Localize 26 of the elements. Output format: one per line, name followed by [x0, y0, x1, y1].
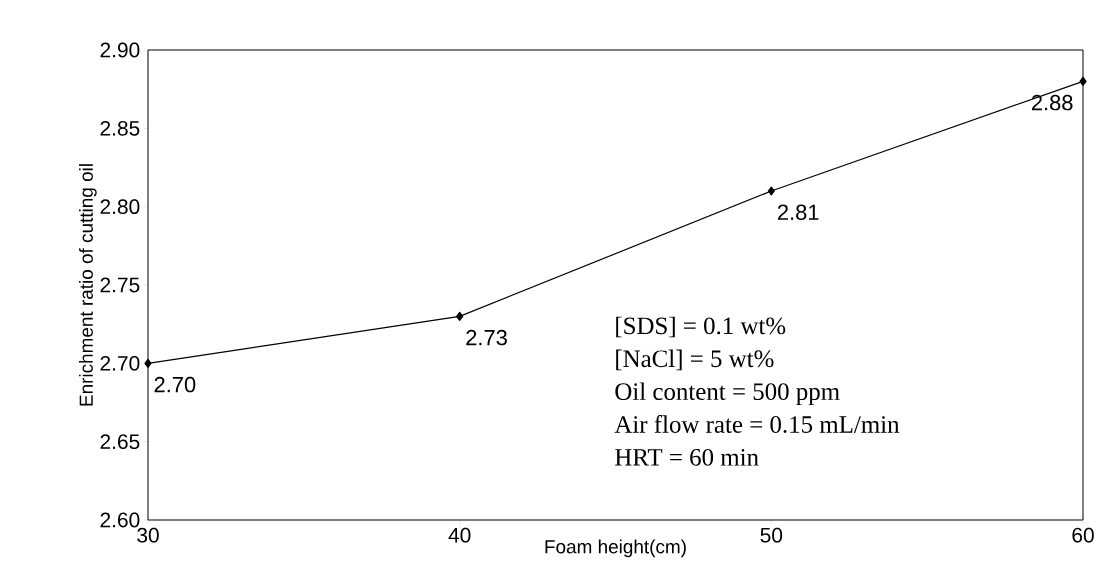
point — [144, 358, 152, 368]
annotation: HRT = 60 min — [615, 448, 759, 466]
y-tick-label: 2.85 — [100, 120, 140, 136]
data-label: 2.88 — [1031, 94, 1073, 111]
y-tick-label: 2.70 — [100, 355, 140, 371]
x-tick-label: 60 — [1072, 527, 1094, 543]
y-tick-label: 2.80 — [100, 199, 140, 215]
x-axis-title: Foam height(cm) — [545, 539, 686, 558]
data-label: 2.73 — [466, 329, 507, 346]
annotation: Air flow rate = 0.15 mL/min — [614, 415, 900, 433]
annotation: [NaCl] = 5 wt% — [616, 349, 774, 371]
x-tick-label: 30 — [137, 527, 159, 543]
y-axis-title: Enrichment ratio of cutting oil — [79, 164, 97, 406]
y-tick-label: 2.60 — [100, 512, 140, 528]
x-tick-label: 50 — [760, 527, 783, 543]
point — [767, 186, 775, 196]
y-tick-label: 2.75 — [100, 277, 140, 293]
y-tick-label: 2.65 — [100, 434, 140, 450]
point — [456, 311, 464, 321]
data-label: 2.70 — [154, 376, 196, 393]
x-tick-label: 40 — [448, 527, 471, 543]
point — [1079, 76, 1087, 86]
data-label: 2.81 — [777, 204, 819, 221]
annotation: Oil content = 500 ppm — [615, 382, 840, 406]
annotation: [SDS] = 0.1 wt% — [616, 316, 786, 338]
y-tick-label: 2.90 — [100, 42, 140, 58]
